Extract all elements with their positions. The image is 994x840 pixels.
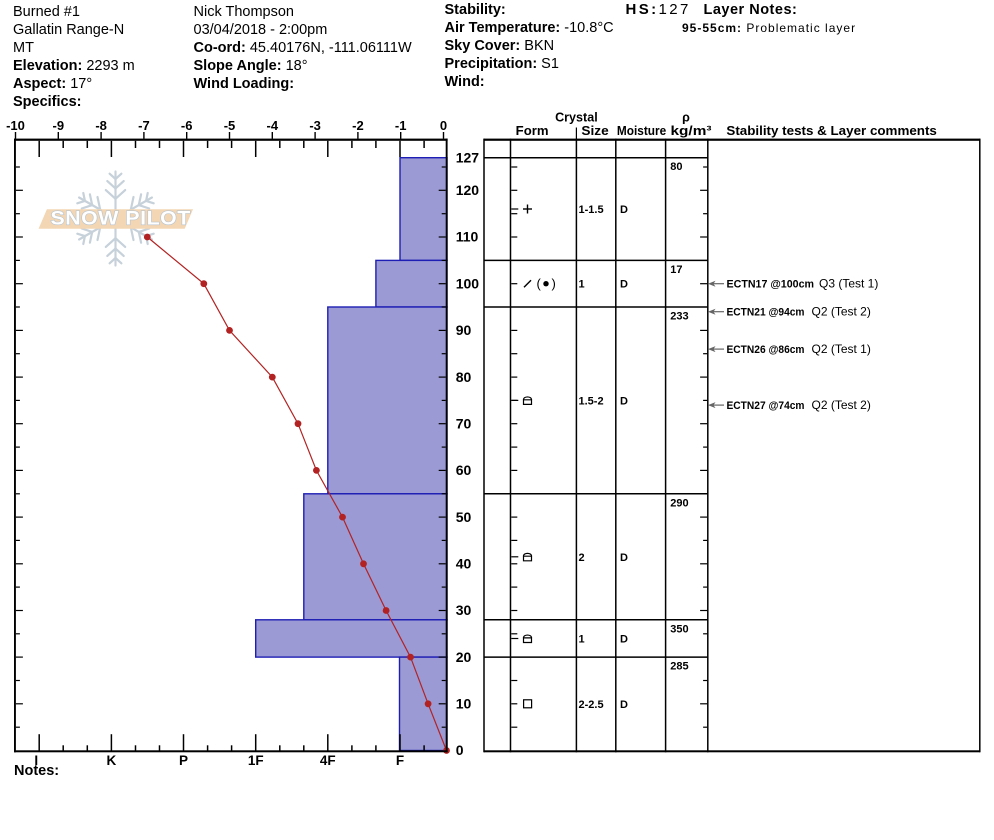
svg-text:Q3 (Test 1): Q3 (Test 1) [819, 277, 878, 291]
svg-text:Q2 (Test 1): Q2 (Test 1) [812, 342, 871, 356]
svg-text:Size: Size [581, 124, 608, 138]
svg-text:233: 233 [670, 311, 688, 323]
svg-text:50: 50 [456, 509, 472, 525]
svg-text:-9: -9 [53, 118, 65, 133]
svg-text:): ) [552, 276, 556, 291]
svg-text:-1: -1 [395, 118, 407, 133]
svg-text:1-1.5: 1-1.5 [579, 204, 604, 216]
svg-text:120: 120 [456, 182, 480, 198]
svg-text:SNOW PILOT: SNOW PILOT [51, 208, 191, 229]
svg-text:20: 20 [456, 649, 472, 665]
svg-text:2: 2 [579, 552, 585, 564]
svg-text:4F: 4F [320, 753, 336, 768]
svg-text:Crystal: Crystal [555, 111, 598, 125]
svg-text:ρ: ρ [682, 111, 690, 125]
svg-text:Q2 (Test 2): Q2 (Test 2) [812, 305, 871, 319]
svg-text:40: 40 [456, 556, 472, 572]
svg-text:Stability tests & Layer commen: Stability tests & Layer comments [726, 124, 937, 138]
svg-text:D: D [620, 279, 628, 291]
svg-text:80: 80 [456, 369, 472, 385]
svg-text:K: K [107, 753, 117, 768]
svg-text:60: 60 [456, 462, 472, 478]
svg-text:1: 1 [579, 634, 585, 646]
svg-text:127: 127 [456, 149, 480, 165]
svg-text:0: 0 [440, 118, 447, 133]
svg-text:(: ( [537, 276, 542, 291]
svg-text:17: 17 [670, 264, 682, 276]
svg-text:2-2.5: 2-2.5 [579, 699, 604, 711]
svg-text:0: 0 [456, 742, 464, 758]
svg-text:Moisture: Moisture [617, 124, 666, 138]
svg-text:-3: -3 [309, 118, 321, 133]
svg-text:-2: -2 [352, 118, 364, 133]
svg-text:-7: -7 [138, 118, 150, 133]
svg-text:ECTN27 @74cm: ECTN27 @74cm [727, 400, 805, 412]
svg-text:-4: -4 [267, 118, 279, 133]
svg-text:290: 290 [670, 497, 688, 509]
svg-text:30: 30 [456, 602, 472, 618]
svg-text:-6: -6 [181, 118, 193, 133]
svg-text:1.5-2: 1.5-2 [579, 395, 604, 407]
svg-text:I: I [34, 753, 38, 768]
svg-text:-8: -8 [95, 118, 107, 133]
svg-text:D: D [620, 204, 628, 216]
svg-text:Form: Form [516, 124, 549, 138]
svg-text:80: 80 [670, 161, 682, 173]
svg-text:1: 1 [579, 279, 585, 291]
svg-text:Q2 (Test 2): Q2 (Test 2) [812, 398, 871, 412]
svg-text:D: D [620, 395, 628, 407]
svg-text:1F: 1F [248, 753, 264, 768]
svg-text:10: 10 [456, 696, 472, 712]
svg-text:350: 350 [670, 623, 688, 635]
svg-text:-10: -10 [6, 118, 25, 133]
svg-text:90: 90 [456, 322, 472, 338]
svg-text:ECTN21 @94cm: ECTN21 @94cm [727, 307, 805, 319]
svg-text:285: 285 [670, 661, 688, 673]
svg-text:ECTN26 @86cm: ECTN26 @86cm [727, 344, 805, 356]
svg-text:70: 70 [456, 415, 472, 431]
svg-text:D: D [620, 699, 628, 711]
svg-text:-5: -5 [224, 118, 236, 133]
svg-text:100: 100 [456, 275, 480, 291]
svg-text:P: P [179, 753, 188, 768]
svg-text:110: 110 [456, 229, 479, 245]
svg-text:kg/m³: kg/m³ [671, 124, 712, 138]
svg-text:D: D [620, 552, 628, 564]
svg-text:D: D [620, 634, 628, 646]
svg-text:ECTN17 @100cm: ECTN17 @100cm [727, 279, 815, 291]
svg-text:F: F [396, 753, 404, 768]
